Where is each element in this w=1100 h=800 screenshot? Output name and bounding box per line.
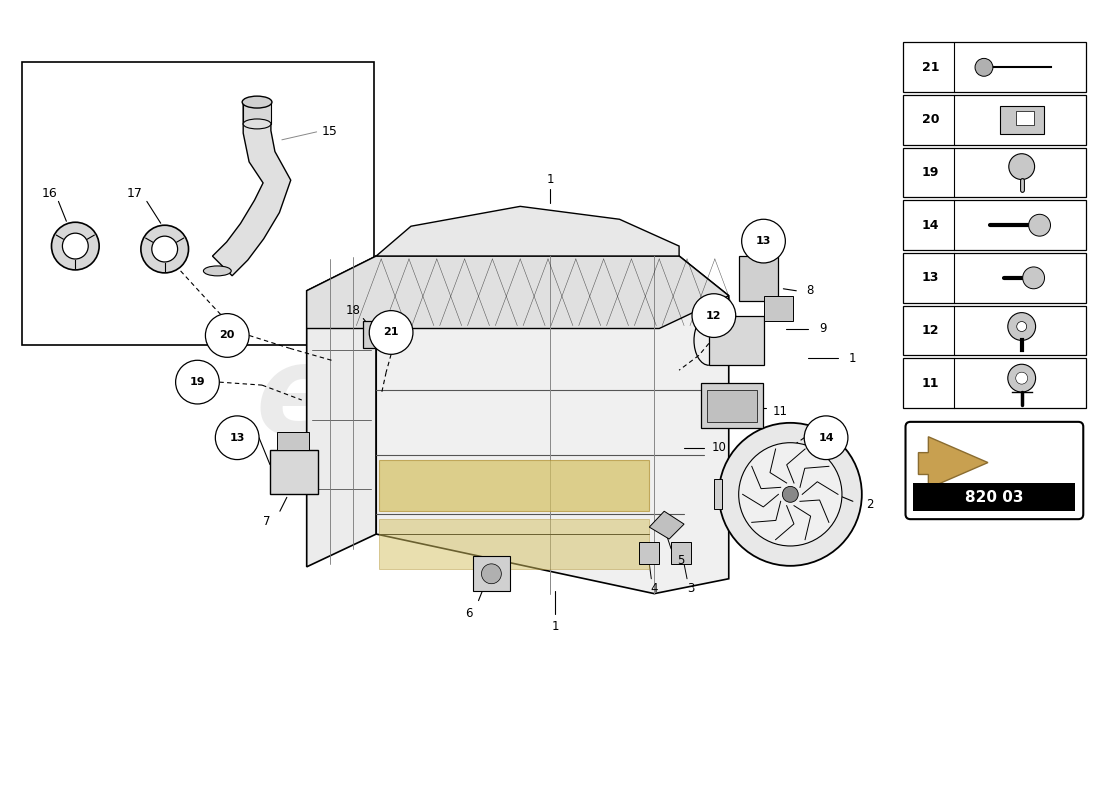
Bar: [902, 148, 1086, 198]
Text: 11: 11: [922, 377, 939, 390]
Text: 7: 7: [263, 514, 271, 528]
Text: 20: 20: [922, 114, 939, 126]
Circle shape: [741, 219, 785, 263]
Text: 4: 4: [650, 582, 658, 595]
Text: 1: 1: [547, 173, 553, 186]
Bar: [1015, 111, 1034, 125]
FancyBboxPatch shape: [905, 422, 1084, 519]
Circle shape: [141, 226, 188, 273]
Text: 11: 11: [773, 406, 788, 418]
Bar: [277, 432, 309, 450]
Text: 15: 15: [321, 126, 338, 138]
Circle shape: [975, 58, 993, 76]
Text: a passion for parts since 1985: a passion for parts since 1985: [314, 510, 608, 529]
Text: 19: 19: [922, 166, 939, 179]
Circle shape: [1008, 313, 1035, 341]
Circle shape: [692, 294, 736, 338]
Text: 2: 2: [866, 498, 873, 510]
Bar: [270, 450, 318, 494]
Bar: [763, 296, 793, 321]
Text: 14: 14: [922, 218, 939, 232]
Bar: [902, 95, 1086, 145]
Text: 12: 12: [922, 324, 939, 337]
Text: 13: 13: [230, 433, 245, 442]
Circle shape: [206, 314, 249, 358]
Text: 820 03: 820 03: [965, 490, 1024, 505]
Text: 5: 5: [678, 554, 685, 567]
Circle shape: [1008, 364, 1035, 392]
Bar: [714, 479, 722, 510]
Circle shape: [1028, 214, 1050, 236]
Circle shape: [782, 486, 799, 502]
Bar: [22, 62, 374, 346]
Circle shape: [52, 222, 99, 270]
Ellipse shape: [243, 119, 271, 129]
Bar: [671, 542, 691, 564]
Bar: [379, 459, 649, 511]
Text: europ: europ: [255, 339, 666, 461]
Bar: [913, 483, 1076, 511]
Bar: [902, 306, 1086, 355]
Polygon shape: [307, 256, 376, 567]
Bar: [902, 358, 1086, 408]
Bar: [639, 542, 659, 564]
Circle shape: [216, 416, 258, 459]
Bar: [372, 329, 389, 341]
Circle shape: [482, 564, 502, 584]
Text: 16: 16: [42, 187, 57, 200]
Text: 1: 1: [849, 352, 857, 365]
Ellipse shape: [242, 96, 272, 108]
Polygon shape: [918, 437, 988, 488]
Circle shape: [176, 360, 219, 404]
Bar: [708, 315, 763, 366]
Polygon shape: [649, 511, 684, 539]
Text: 8: 8: [806, 284, 814, 298]
Text: 19: 19: [189, 377, 206, 387]
Bar: [902, 253, 1086, 302]
Bar: [1000, 106, 1044, 134]
Bar: [902, 200, 1086, 250]
Circle shape: [63, 233, 88, 259]
Bar: [473, 556, 510, 590]
Text: 14: 14: [818, 433, 834, 442]
Bar: [701, 383, 762, 428]
Polygon shape: [376, 256, 728, 594]
Ellipse shape: [204, 266, 231, 276]
Bar: [707, 390, 757, 422]
Circle shape: [152, 236, 177, 262]
Text: 9: 9: [820, 322, 827, 335]
Text: 21: 21: [384, 327, 399, 338]
Bar: [363, 321, 398, 348]
Circle shape: [718, 423, 861, 566]
Polygon shape: [376, 206, 679, 256]
Circle shape: [739, 442, 842, 546]
Bar: [379, 519, 649, 569]
Circle shape: [804, 416, 848, 459]
Text: 10: 10: [712, 441, 726, 454]
Circle shape: [1016, 322, 1026, 331]
Text: 12: 12: [706, 310, 722, 321]
Polygon shape: [307, 256, 728, 329]
Text: 13: 13: [756, 236, 771, 246]
Circle shape: [370, 310, 412, 354]
Bar: [739, 256, 779, 301]
Text: 17: 17: [126, 187, 143, 200]
Text: 1: 1: [551, 620, 559, 633]
Circle shape: [1015, 372, 1027, 384]
Text: 18: 18: [345, 304, 361, 317]
Text: 21: 21: [922, 61, 939, 74]
Circle shape: [1009, 154, 1035, 179]
Text: 3: 3: [688, 582, 695, 595]
Bar: [243, 102, 271, 124]
Polygon shape: [212, 102, 290, 276]
Text: 13: 13: [922, 271, 939, 284]
Bar: [902, 42, 1086, 92]
Text: 6: 6: [465, 607, 472, 620]
Text: 20: 20: [220, 330, 235, 341]
Circle shape: [1023, 267, 1045, 289]
